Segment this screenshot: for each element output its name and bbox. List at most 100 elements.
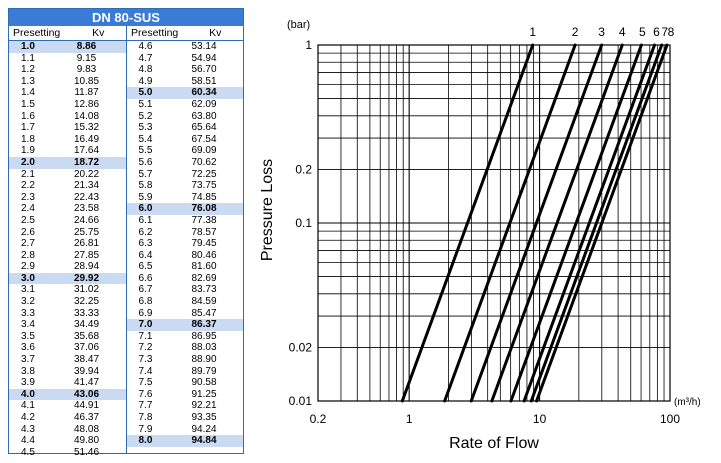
kv-value: 33.33 [73, 307, 100, 319]
series-line-7 [529, 43, 664, 403]
kv-value: 29.92 [73, 272, 100, 284]
table-row: 8.0 94.84 [126, 435, 243, 447]
kv-value: 78.57 [191, 226, 217, 238]
presetting-value: 1.4 [21, 87, 35, 99]
kv-value: 49.80 [73, 435, 100, 447]
presetting-value: 1.7 [21, 122, 35, 134]
presetting-value: 4.0 [9, 388, 59, 401]
presetting-value: 1.1 [21, 52, 35, 64]
kv-value: 32.25 [73, 296, 100, 308]
table-row: 5.2 63.80 [127, 111, 244, 123]
kv-value: 37.06 [73, 342, 100, 354]
table-row: 4.0 43.06 [9, 388, 126, 401]
table-row: 7.1 86.95 [127, 331, 244, 343]
kv-value: 88.03 [191, 342, 217, 354]
presetting-value: 3.6 [21, 342, 35, 354]
kv-value: 69.09 [191, 145, 217, 157]
table-row: 7.2 88.03 [127, 342, 244, 354]
kv-value: 51.46 [73, 446, 100, 458]
kv-value: 48.08 [73, 423, 100, 435]
table-row: 6.2 78.57 [127, 227, 244, 239]
presetting-value: 3.7 [21, 354, 35, 366]
kv-value: 86.37 [191, 319, 217, 331]
kv-value: 94.84 [191, 435, 217, 447]
kv-value: 18.72 [73, 156, 100, 168]
presetting-value: 7.5 [138, 377, 153, 389]
presetting-value: 4.6 [138, 41, 153, 52]
series-label: 2 [572, 25, 579, 39]
series-line-6 [522, 43, 657, 403]
kv-value: 31.02 [73, 284, 100, 296]
kv-value: 83.73 [191, 284, 217, 296]
presetting-value: 6.9 [138, 307, 153, 319]
series-line-8 [535, 43, 669, 403]
kv-value: 39.94 [73, 365, 100, 377]
table-row: 7.8 93.35 [127, 412, 244, 424]
table-row: 7.9 94.24 [127, 424, 244, 436]
y-tick-label: 1 [305, 38, 312, 52]
series-label: 1 [529, 25, 536, 39]
kv-table: DN 80-SUS Presetting Kv Presetting Kv 1.… [8, 8, 244, 458]
table-row: 2.2 21.34 [9, 180, 126, 192]
presetting-value: 1.3 [21, 75, 35, 87]
kv-value: 43.06 [73, 388, 100, 400]
presetting-value: 1.6 [21, 110, 35, 122]
presetting-value: 5.1 [138, 98, 153, 110]
table-row: 2.3 22.43 [9, 192, 126, 204]
table-row: 7.7 92.21 [127, 400, 244, 412]
series-label: 3 [598, 25, 605, 39]
presetting-value: 2.3 [21, 191, 35, 203]
table-row: 1.8 16.49 [9, 134, 126, 146]
kv-value: 21.34 [73, 180, 100, 192]
kv-value: 41.47 [73, 377, 100, 389]
header-kv: Kv [209, 27, 222, 39]
table-row: 1.1 9.15 [9, 53, 126, 65]
table-row: 3.6 37.06 [9, 342, 126, 354]
presetting-value: 7.9 [138, 423, 153, 435]
table-row: 4.1 44.91 [9, 400, 126, 412]
table-column-left: 1.0 8.86 1.1 9.15 1.2 9.83 1.3 10.85 1.4 11.87 1.5… [9, 41, 126, 458]
series-label: 5 [639, 25, 646, 39]
table-row: 1.9 17.64 [9, 145, 126, 157]
presetting-value: 5.2 [138, 110, 153, 122]
table-row: 6.7 83.73 [127, 284, 244, 296]
presetting-value: 7.1 [138, 330, 153, 342]
kv-value: 8.86 [76, 41, 97, 52]
table-title: DN 80-SUS [9, 9, 243, 26]
y-tick-label: 0.02 [289, 340, 313, 354]
presetting-value: 2.5 [21, 214, 35, 226]
presetting-value: 1.9 [21, 145, 35, 157]
kv-value: 93.35 [191, 412, 217, 423]
table-row: 2.5 24.66 [9, 215, 126, 227]
x-tick-label: 0.2 [310, 412, 327, 426]
kv-value: 91.25 [191, 388, 217, 400]
table-row: 1.6 14.08 [9, 111, 126, 123]
presetting-value: 7.4 [138, 365, 153, 377]
presetting-value: 6.3 [138, 238, 153, 250]
presetting-value: 1.5 [21, 98, 35, 110]
kv-value: 79.45 [191, 238, 217, 250]
table-row: 6.3 79.45 [127, 238, 244, 250]
table-row: 7.5 90.58 [127, 377, 244, 389]
presetting-value: 2.9 [21, 261, 35, 273]
table-row: 6.9 85.47 [127, 308, 244, 320]
presetting-value: 3.3 [21, 307, 35, 319]
series-label: 4 [619, 25, 626, 39]
presetting-value: 2.2 [21, 180, 35, 192]
table-row: 2.0 18.72 [9, 156, 126, 169]
presetting-value: 6.7 [138, 284, 153, 296]
table-row: 5.1 62.09 [127, 99, 244, 111]
table-row: 6.0 76.08 [126, 203, 243, 215]
presetting-value: 4.4 [21, 435, 35, 447]
kv-value: 70.62 [191, 156, 217, 168]
presetting-value: 2.1 [21, 168, 35, 180]
kv-value: 20.22 [73, 168, 100, 180]
table-row: 3.4 34.49 [9, 319, 126, 331]
kv-value: 38.47 [73, 354, 100, 366]
presetting-value: 7.6 [138, 388, 153, 400]
table-row: 4.3 48.08 [9, 424, 126, 436]
kv-value: 9.83 [76, 64, 97, 76]
table-row: 3.2 32.25 [9, 296, 126, 308]
header-kv: Kv [92, 27, 105, 39]
